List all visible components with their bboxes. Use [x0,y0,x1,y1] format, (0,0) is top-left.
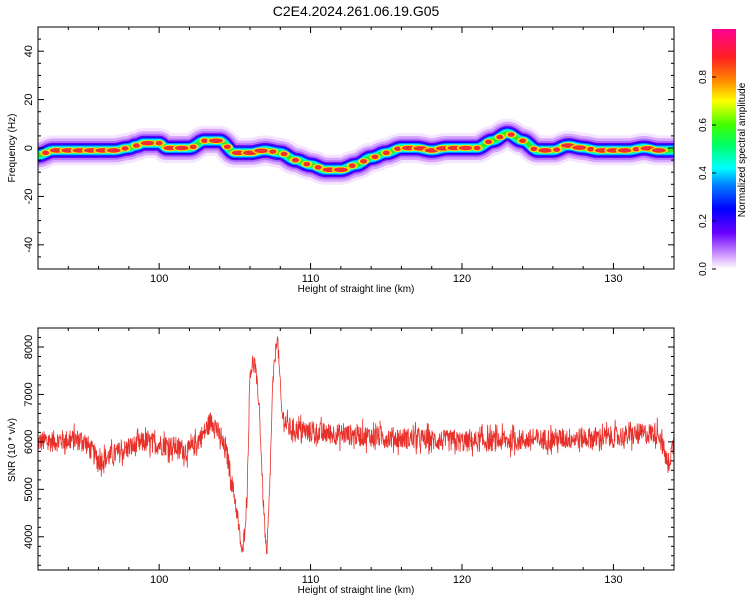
y-tick-label: 0 [23,145,35,151]
x-tick-label: 110 [302,273,320,285]
top-x-axis-label: Height of straight line (km) [298,284,415,295]
peak-core [348,163,356,168]
colorbar-tick-label: 0.0 [698,262,709,276]
peak-core [223,144,231,150]
y-tick-label: 8000 [23,335,35,359]
top-y-axis-label: Frequency (Hz) [7,114,18,183]
bottom-y-axis-label: SNR (10 * v/v) [7,418,18,482]
peak-core [507,132,515,137]
peak-core [530,146,538,152]
colorbar-gradient [712,29,736,269]
top-y-ticks: -40 -20 0 20 40 [23,26,674,270]
y-tick-label: -20 [23,188,35,204]
peak-core [208,138,223,144]
colorbar: 0.0 0.2 0.4 0.6 0.8 Normalized spectral ampl… [698,29,748,276]
snr-line [38,336,674,555]
peak-core [553,147,561,152]
peak-core [291,157,299,163]
x-tick-label: 120 [453,273,471,285]
peak-core [254,148,269,154]
peak-core [155,140,163,146]
snr-frame [37,327,675,571]
y-tick-label: 40 [23,45,35,57]
peak-core [587,146,595,152]
y-tick-label: 5000 [23,477,35,501]
peak-core [651,148,666,153]
snr-series [38,336,674,555]
colorbar-tick-label: 0.8 [698,70,709,84]
peak-core [617,148,632,153]
peak-core [371,154,379,160]
x-tick-label: 100 [150,574,168,586]
peak-core [333,167,348,173]
peak-core [572,145,587,150]
x-tick-label: 120 [453,574,471,586]
peak-core [485,139,492,145]
bottom-y-ticks: 4000 5000 6000 7000 8000 [23,327,674,566]
colorbar-ticks: 0.0 0.2 0.4 0.6 0.8 [698,70,716,276]
y-tick-label: 6000 [23,430,35,454]
peak-core [303,161,311,167]
peak-core [632,146,640,152]
bottom-x-axis-label: Height of straight line (km) [298,585,415,596]
peak-core [394,146,402,152]
x-tick-label: 130 [604,574,622,586]
peak-core [538,148,553,153]
colorbar-label: Normalized spectral amplitude [737,82,748,217]
peak-core [360,159,368,164]
peak-core [121,146,129,151]
peak-core [189,144,197,150]
colorbar-tick-label: 0.6 [698,118,709,132]
peak-core [174,145,189,151]
peak-core [106,148,121,153]
peak-core [280,151,288,157]
x-tick-label: 100 [150,273,168,285]
figure-title: C2E4.2024.261.06.19.G05 [273,3,440,19]
peak-core [201,138,209,144]
peak-core [132,143,140,148]
spectrogram-peaks [40,131,668,173]
peak-core [314,165,322,170]
peak-core [473,145,481,151]
peak-core [382,150,390,156]
spectrogram-panel: 100 110 120 130 -40 -20 0 20 40 Height of strai… [7,26,675,295]
colorbar-tick-label: 0.4 [698,166,709,180]
colorbar-tick-label: 0.2 [698,214,709,228]
bottom-x-ticks: 100 110 120 130 [37,328,675,586]
y-tick-label: -40 [23,237,35,253]
y-tick-label: 4000 [23,525,35,549]
peak-core [458,145,473,151]
x-tick-label: 130 [604,273,622,285]
peak-core [42,150,50,156]
peak-core [496,134,504,140]
x-tick-label: 110 [302,574,320,586]
peak-core [269,149,277,154]
peak-core [140,140,155,146]
y-tick-label: 7000 [23,382,35,406]
snr-panel: 100 110 120 130 4000 5000 6000 7000 8000 Height… [7,327,675,596]
peak-core [519,138,527,144]
y-tick-label: 20 [23,93,35,105]
top-x-ticks: 100 110 120 130 [37,27,675,285]
